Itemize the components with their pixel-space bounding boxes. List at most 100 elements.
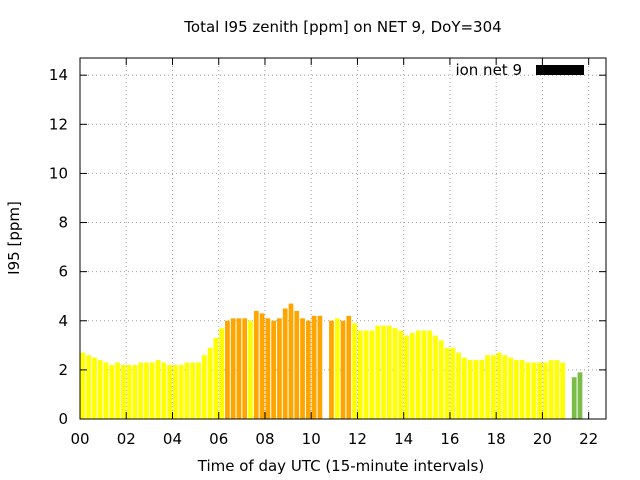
bar (369, 330, 375, 419)
bar (421, 330, 427, 419)
bar (444, 347, 450, 419)
bar (346, 315, 352, 419)
y-tick-label: 8 (58, 214, 68, 232)
legend: ion net 9 (455, 61, 584, 79)
bar (201, 355, 207, 419)
x-tick-label: 00 (70, 430, 89, 448)
x-tick-label: 08 (255, 430, 274, 448)
legend-label: ion net 9 (455, 61, 522, 79)
bar (548, 360, 554, 419)
bar (537, 362, 542, 419)
bar (542, 362, 548, 419)
bar (531, 362, 537, 419)
bar (409, 333, 415, 419)
x-tick-label: 14 (394, 430, 413, 448)
y-tick-label: 14 (49, 66, 68, 84)
bar (207, 347, 213, 419)
bar (462, 357, 467, 419)
y-tick-label: 12 (49, 115, 68, 133)
bar (363, 330, 369, 419)
bar (519, 360, 525, 419)
bar (138, 362, 144, 419)
bar (253, 310, 259, 419)
bar (514, 360, 519, 419)
x-tick-label: 06 (209, 430, 228, 448)
bar (190, 362, 196, 419)
bar (271, 320, 277, 419)
x-tick-label: 20 (533, 430, 552, 448)
bar (415, 330, 421, 419)
bar (196, 362, 201, 419)
bar (525, 362, 531, 419)
y-tick-label: 6 (58, 263, 68, 281)
bar (161, 362, 167, 419)
bar (560, 362, 566, 419)
y-tick-label: 10 (49, 164, 68, 182)
bar (508, 357, 513, 419)
bar (230, 318, 236, 419)
bar (438, 340, 444, 419)
bar (340, 320, 346, 419)
bar (144, 362, 149, 419)
bar (467, 360, 473, 419)
bar (132, 364, 138, 419)
bar (398, 330, 404, 419)
bar (213, 337, 219, 419)
legend-swatch (536, 65, 584, 75)
chart-title: Total I95 zenith [ppm] on NET 9, DoY=304 (183, 18, 501, 36)
y-tick-label: 4 (58, 312, 68, 330)
bar (386, 325, 392, 419)
bar (219, 328, 224, 419)
bar (305, 320, 311, 419)
bar (357, 330, 363, 419)
bar (288, 303, 294, 419)
bar (86, 355, 92, 419)
bar (277, 318, 282, 419)
bar (265, 318, 271, 419)
plot-frame (79, 57, 607, 420)
bar (311, 315, 317, 419)
bar (554, 360, 560, 419)
bar (109, 364, 115, 419)
bar (502, 355, 508, 419)
bar (352, 323, 357, 419)
x-tick-label: 10 (302, 430, 321, 448)
bar (173, 364, 178, 419)
bar (427, 330, 433, 419)
bar (115, 362, 120, 419)
y-tick-label: 2 (58, 361, 68, 379)
bar (120, 364, 126, 419)
x-tick-label: 12 (348, 430, 367, 448)
bar (450, 347, 456, 419)
x-tick-label: 04 (163, 430, 182, 448)
x-axis-label: Time of day UTC (15-minute intervals) (197, 457, 484, 475)
bar (490, 355, 496, 419)
bar (126, 364, 132, 419)
bar (381, 325, 386, 419)
bar (456, 352, 461, 419)
bar (433, 335, 438, 419)
bar (167, 364, 172, 419)
bar (392, 328, 398, 419)
bar (577, 372, 583, 419)
bar (103, 362, 109, 419)
bar (236, 318, 242, 419)
bar (404, 335, 409, 419)
bar (294, 310, 300, 419)
bar (97, 360, 103, 419)
y-axis-label: I95 [ppm] (5, 201, 23, 275)
x-tick-label: 18 (487, 430, 506, 448)
bar (242, 318, 248, 419)
bar (80, 352, 86, 419)
x-tick-label: 16 (440, 430, 459, 448)
bar (259, 313, 265, 419)
bar (184, 362, 190, 419)
grid (80, 58, 606, 419)
bar (473, 360, 479, 419)
y-tick-label: 0 (58, 410, 68, 428)
bar (92, 357, 97, 419)
bar (334, 318, 340, 419)
bar (300, 318, 305, 419)
